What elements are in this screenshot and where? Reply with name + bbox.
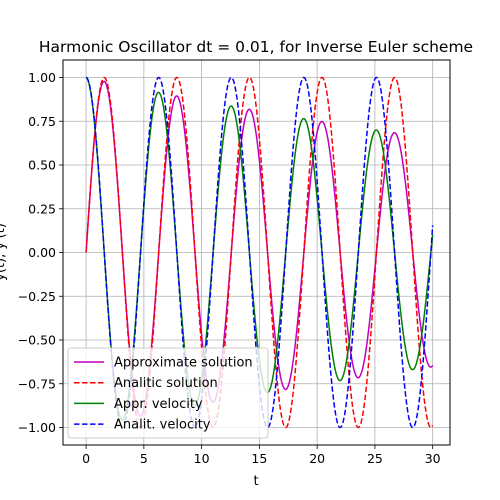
y-tick-label: −0.25 <box>18 289 56 304</box>
y-tick-label: 0.50 <box>28 158 56 173</box>
axis-ticks: 0 5 10 15 20 25 30 −1.00 −0.75 −0.50 −0.25 0.00 0.25… <box>18 70 441 466</box>
x-tick-label: 15 <box>251 451 267 466</box>
y-tick-label: 0.75 <box>28 114 56 129</box>
x-tick-label: 30 <box>425 451 441 466</box>
y-tick-label: −0.75 <box>18 376 56 391</box>
y-tick-label: 0.00 <box>28 245 56 260</box>
y-axis-label: y(t), y'(t) <box>0 223 8 281</box>
x-tick-label: 5 <box>140 451 148 466</box>
y-tick-label: 1.00 <box>28 70 56 85</box>
chart-title: Harmonic Oscillator dt = 0.01, for Inver… <box>39 38 473 56</box>
legend-box <box>67 347 269 439</box>
x-tick-label: 10 <box>194 451 210 466</box>
x-tick-label: 25 <box>367 451 383 466</box>
legend-label: Analitic solution <box>114 376 218 391</box>
y-tick-label: −0.50 <box>18 333 56 348</box>
legend-label: Appr. velocity <box>114 397 203 412</box>
y-tick-label: 0.25 <box>28 201 56 216</box>
x-axis-label: t <box>253 474 258 489</box>
legend-label: Analit. velocity <box>114 418 211 433</box>
y-tick-label: −1.00 <box>18 420 56 435</box>
legend-label: Approximate solution <box>114 356 253 371</box>
x-tick-label: 20 <box>309 451 325 466</box>
legend: Approximate solution Analitic solution App… <box>67 347 269 439</box>
x-tick-label: 0 <box>82 451 90 466</box>
